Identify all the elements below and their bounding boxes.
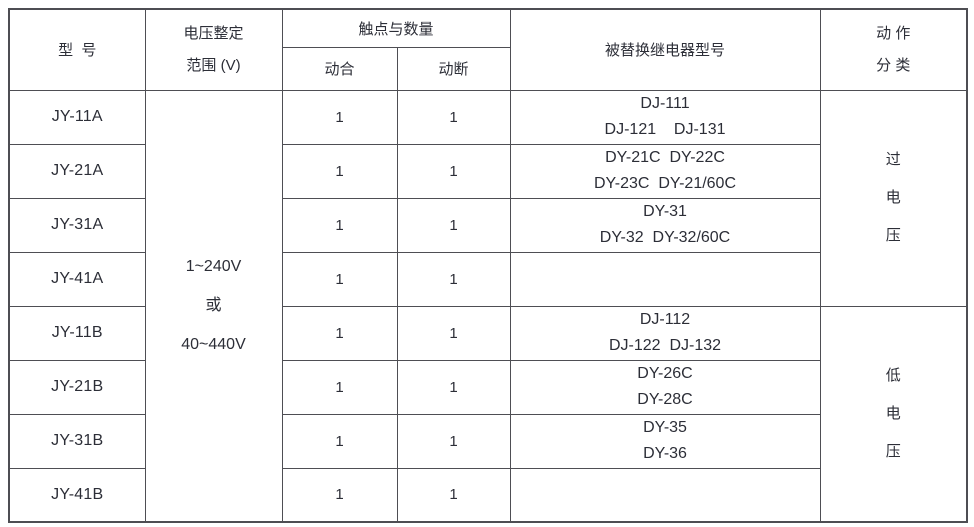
model-cell: JY-11B (8, 305, 146, 361)
nc-count-cell: 1 (396, 467, 511, 523)
nc-count-cell: 1 (396, 251, 511, 307)
replaced-models-cell (509, 467, 821, 523)
model-cell: JY-31A (8, 197, 146, 253)
no-count-cell: 1 (281, 197, 398, 253)
action-class-undervoltage-cell: 低 电 压 (819, 305, 968, 523)
table-row-jy-31b: JY-31B 1 1 DY-35 DY-36 (8, 413, 967, 469)
model-cell: JY-11A (8, 89, 146, 145)
table-row-jy-31a: JY-31A 1 1 DY-31 DY-32 DY-32/60C (8, 197, 967, 253)
model-cell: JY-21B (8, 359, 146, 415)
nc-count-cell: 1 (396, 89, 511, 145)
model-cell: JY-21A (8, 143, 146, 199)
table-row-jy-41b: JY-41B 1 1 (8, 467, 967, 523)
header-replaced-models: 被替换继电器型号 (509, 8, 821, 91)
table-row-jy-21b: JY-21B 1 1 DY-26C DY-28C (8, 359, 967, 415)
no-count-cell: 1 (281, 251, 398, 307)
relay-replacement-table: 型 号 电压整定 范围 (V) 触点与数量 被替换继电器型号 动 作 分 类 动… (8, 8, 969, 523)
replaced-models-cell: DY-31 DY-32 DY-32/60C (509, 197, 821, 253)
replaced-models-cell: DJ-111 DJ-121 DJ-131 (509, 89, 821, 145)
table-row-jy-21a: JY-21A 1 1 DY-21C DY-22C DY-23C DY-21/60… (8, 143, 967, 199)
action-class-overvoltage-cell: 过 电 压 (819, 89, 968, 307)
replaced-models-cell: DY-26C DY-28C (509, 359, 821, 415)
header-normally-open: 动合 (281, 46, 398, 91)
no-count-cell: 1 (281, 359, 398, 415)
replaced-models-cell: DY-21C DY-22C DY-23C DY-21/60C (509, 143, 821, 199)
header-row-1: 型 号 电压整定 范围 (V) 触点与数量 被替换继电器型号 动 作 分 类 (8, 8, 968, 91)
model-cell: JY-31B (8, 413, 146, 469)
no-count-cell: 1 (281, 143, 398, 199)
header-action-class: 动 作 分 类 (819, 8, 968, 91)
nc-count-cell: 1 (396, 413, 511, 469)
nc-count-cell: 1 (396, 305, 511, 361)
header-voltage-range: 电压整定 范围 (V) (144, 8, 283, 91)
header-row-2: 动合 动断 (9, 46, 967, 91)
table-row-jy-11a: JY-11A 1~240V 或 40~440V 1 1 DJ-111 DJ-12… (8, 89, 968, 523)
no-count-cell: 1 (281, 467, 398, 523)
replaced-models-cell: DJ-112 DJ-122 DJ-132 (509, 305, 821, 361)
nc-count-cell: 1 (396, 143, 511, 199)
model-cell: JY-41B (8, 467, 146, 523)
nc-count-cell: 1 (396, 197, 511, 253)
header-model: 型 号 (8, 8, 146, 91)
no-count-cell: 1 (281, 305, 398, 361)
header-contacts: 触点与数量 (281, 8, 511, 48)
replaced-models-cell (509, 251, 821, 307)
voltage-range-cell: 1~240V 或 40~440V (144, 89, 283, 523)
no-count-cell: 1 (281, 89, 398, 145)
replaced-models-cell: DY-35 DY-36 (509, 413, 821, 469)
no-count-cell: 1 (281, 413, 398, 469)
header-normally-closed: 动断 (396, 46, 511, 91)
model-cell: JY-41A (8, 251, 146, 307)
nc-count-cell: 1 (396, 359, 511, 415)
